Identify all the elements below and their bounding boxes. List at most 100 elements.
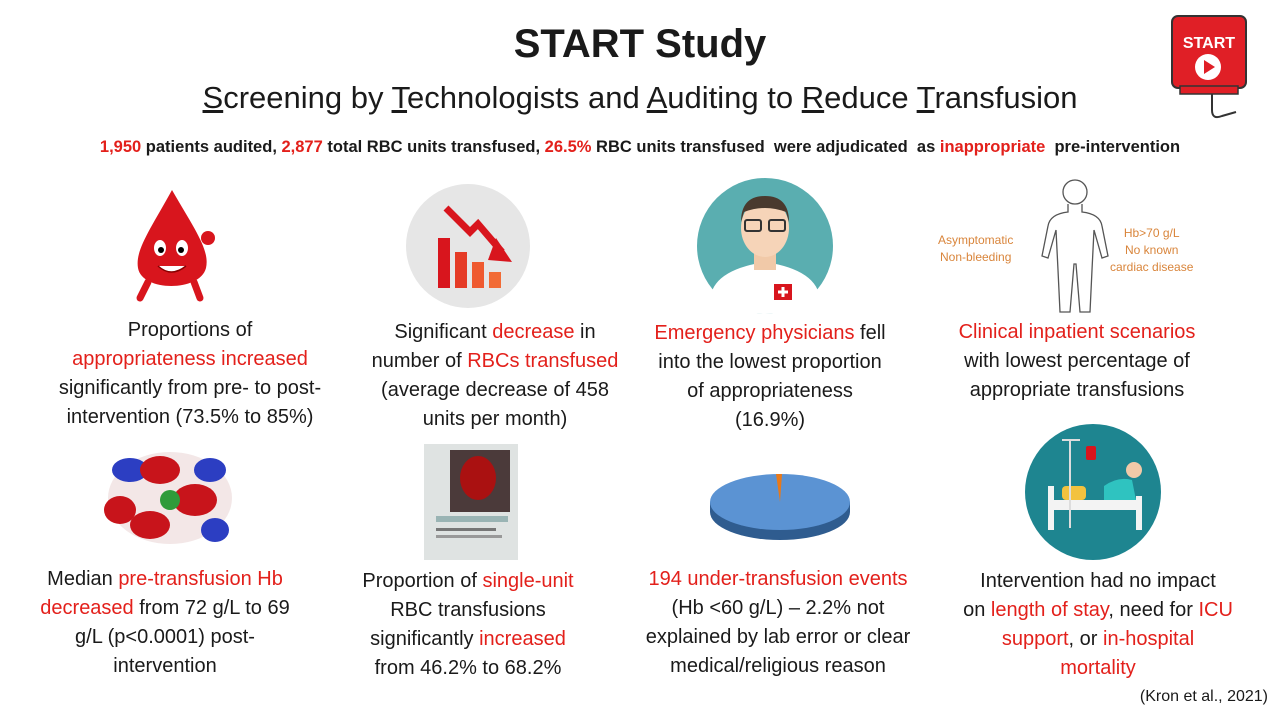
text-segment: creening by: [223, 80, 392, 115]
text-segment: T: [391, 80, 408, 115]
text-segment: pre-intervention: [1045, 138, 1181, 156]
poster-icon: [424, 444, 518, 560]
pie-icon: [710, 474, 850, 540]
card-line: Median pre-transfusion Hb: [0, 565, 335, 594]
text-segment: of appropriateness: [687, 380, 853, 402]
summary: 1,950 patients audited, 2,877 total RBC …: [0, 138, 1280, 157]
text-segment: length of stay: [990, 599, 1109, 621]
card-line: units per month): [325, 405, 665, 434]
protein-structure-icon: [104, 452, 232, 544]
card-line: support, or in-hospital: [928, 625, 1268, 654]
text-segment: S: [202, 80, 224, 115]
card-text: Median pre-transfusion Hb decreased from …: [0, 565, 335, 681]
text-segment: Proportions of: [127, 319, 253, 341]
doctor-icon: [697, 178, 833, 314]
card-line: (Hb <60 g/L) – 2.2% not: [608, 594, 948, 623]
text-segment: intervention (73.5% to 85%): [66, 406, 314, 428]
text-segment: 1,950: [99, 138, 142, 156]
text-segment: patients audited,: [141, 138, 282, 156]
text-segment: Proportion of: [362, 570, 483, 592]
text-segment: 194 under-transfusion events: [648, 568, 908, 590]
body-label: Asymptomatic: [938, 233, 1014, 247]
text-segment: single-unit: [482, 570, 574, 592]
subtitle: Screening by Technologists and Auditing …: [0, 80, 1280, 116]
text-segment: pre-transfusion Hb: [118, 568, 283, 590]
text-segment: echnologists and: [407, 80, 647, 115]
decrease-chart-icon: [406, 184, 530, 308]
text-segment: (Hb <60 g/L) – 2.2% not: [671, 597, 885, 619]
text-segment: from 46.2% to 68.2%: [374, 657, 562, 679]
card-text: 194 under-transfusion events (Hb <60 g/L)…: [608, 565, 948, 681]
text-segment: units per month): [422, 408, 568, 430]
text-segment: , need for: [1108, 599, 1199, 621]
text-segment: appropriate transfusions: [969, 379, 1185, 401]
body-label-left: Asymptomatic Non-bleeding: [938, 232, 1013, 266]
card-line: Emergency physicians fell: [600, 319, 940, 348]
card-line: on length of stay, need for ICU: [928, 596, 1268, 625]
body-label: Hb>70 g/L: [1123, 226, 1180, 240]
text-segment: RBCs transfused: [467, 350, 619, 372]
text-segment: from 72 g/L to 69: [133, 597, 290, 619]
card-line: appropriateness increased: [20, 345, 360, 374]
card-line: (16.9%): [600, 406, 940, 435]
card-line: Proportion of single-unit: [298, 567, 638, 596]
text-segment: ransfusion: [934, 80, 1078, 115]
card-line: g/L (p<0.0001) post-: [0, 623, 335, 652]
logo-text: START: [1183, 35, 1235, 52]
card-line: into the lowest proportion: [600, 348, 940, 377]
card-line: 194 under-transfusion events: [608, 565, 948, 594]
card-line: Clinical inpatient scenarios: [907, 318, 1247, 347]
card-line: decreased from 72 g/L to 69: [0, 594, 335, 623]
card-line: intervention (73.5% to 85%): [20, 403, 360, 432]
card-text: Proportions of appropriateness increased s…: [20, 316, 360, 432]
card-text: Intervention had no impact on length of s…: [928, 567, 1268, 683]
hospital-bed-icon: [1025, 424, 1161, 560]
text-segment: Intervention had no impact: [980, 570, 1216, 592]
body-label: cardiac disease: [1110, 260, 1194, 274]
card-line: significantly increased: [298, 625, 638, 654]
body-label: Non-bleeding: [939, 250, 1012, 264]
card-text: Emergency physicians fell into the lowest…: [600, 319, 940, 435]
text-segment: , or: [1068, 628, 1103, 650]
text-segment: significantly from pre- to post-: [58, 377, 322, 399]
card-text: Proportion of single-unit RBC transfusion…: [298, 567, 638, 683]
text-segment: with lowest percentage of: [964, 350, 1190, 372]
text-segment: number of: [371, 350, 468, 372]
text-segment: ICU: [1198, 599, 1233, 621]
body-label-right: Hb>70 g/L No known cardiac disease: [1110, 225, 1193, 276]
text-segment: Significant: [394, 321, 493, 343]
text-segment: decrease: [492, 321, 575, 343]
text-segment: RBC units transfused were adjudicated as: [591, 138, 940, 156]
card-line: significantly from pre- to post-: [20, 374, 360, 403]
card-line: explained by lab error or clear: [608, 623, 948, 652]
text-segment: (16.9%): [734, 409, 806, 431]
text-segment: 26.5%: [544, 138, 592, 156]
card-line: Significant decrease in: [325, 318, 665, 347]
text-segment: Clinical inpatient scenarios: [958, 321, 1196, 343]
text-segment: medical/religious reason: [670, 655, 886, 677]
card-line: medical/religious reason: [608, 652, 948, 681]
logo: [1171, 15, 1247, 119]
card-line: intervention: [0, 652, 335, 681]
body-outline: [1041, 179, 1109, 313]
card-line: with lowest percentage of: [907, 347, 1247, 376]
text-segment: appropriateness increased: [72, 348, 308, 370]
text-segment: 2,877: [281, 138, 323, 156]
card-line: (average decrease of 458: [325, 376, 665, 405]
text-segment: Emergency physicians: [654, 322, 855, 344]
text-segment: in-hospital: [1103, 628, 1195, 650]
text-segment: in: [574, 321, 596, 343]
card-line: number of RBCs transfused: [325, 347, 665, 376]
card-text: Significant decrease in number of RBCs tr…: [325, 318, 665, 434]
card-line: Intervention had no impact: [928, 567, 1268, 596]
body-label: No known: [1125, 243, 1179, 257]
card-line: Proportions of: [20, 316, 360, 345]
blood-drop-icon: [136, 190, 215, 302]
text-segment: (average decrease of 458: [381, 379, 609, 401]
text-segment: total RBC units transfused,: [322, 138, 545, 156]
text-segment: Median: [47, 568, 119, 590]
text-segment: intervention: [113, 655, 217, 677]
text-segment: explained by lab error or clear: [645, 626, 911, 648]
